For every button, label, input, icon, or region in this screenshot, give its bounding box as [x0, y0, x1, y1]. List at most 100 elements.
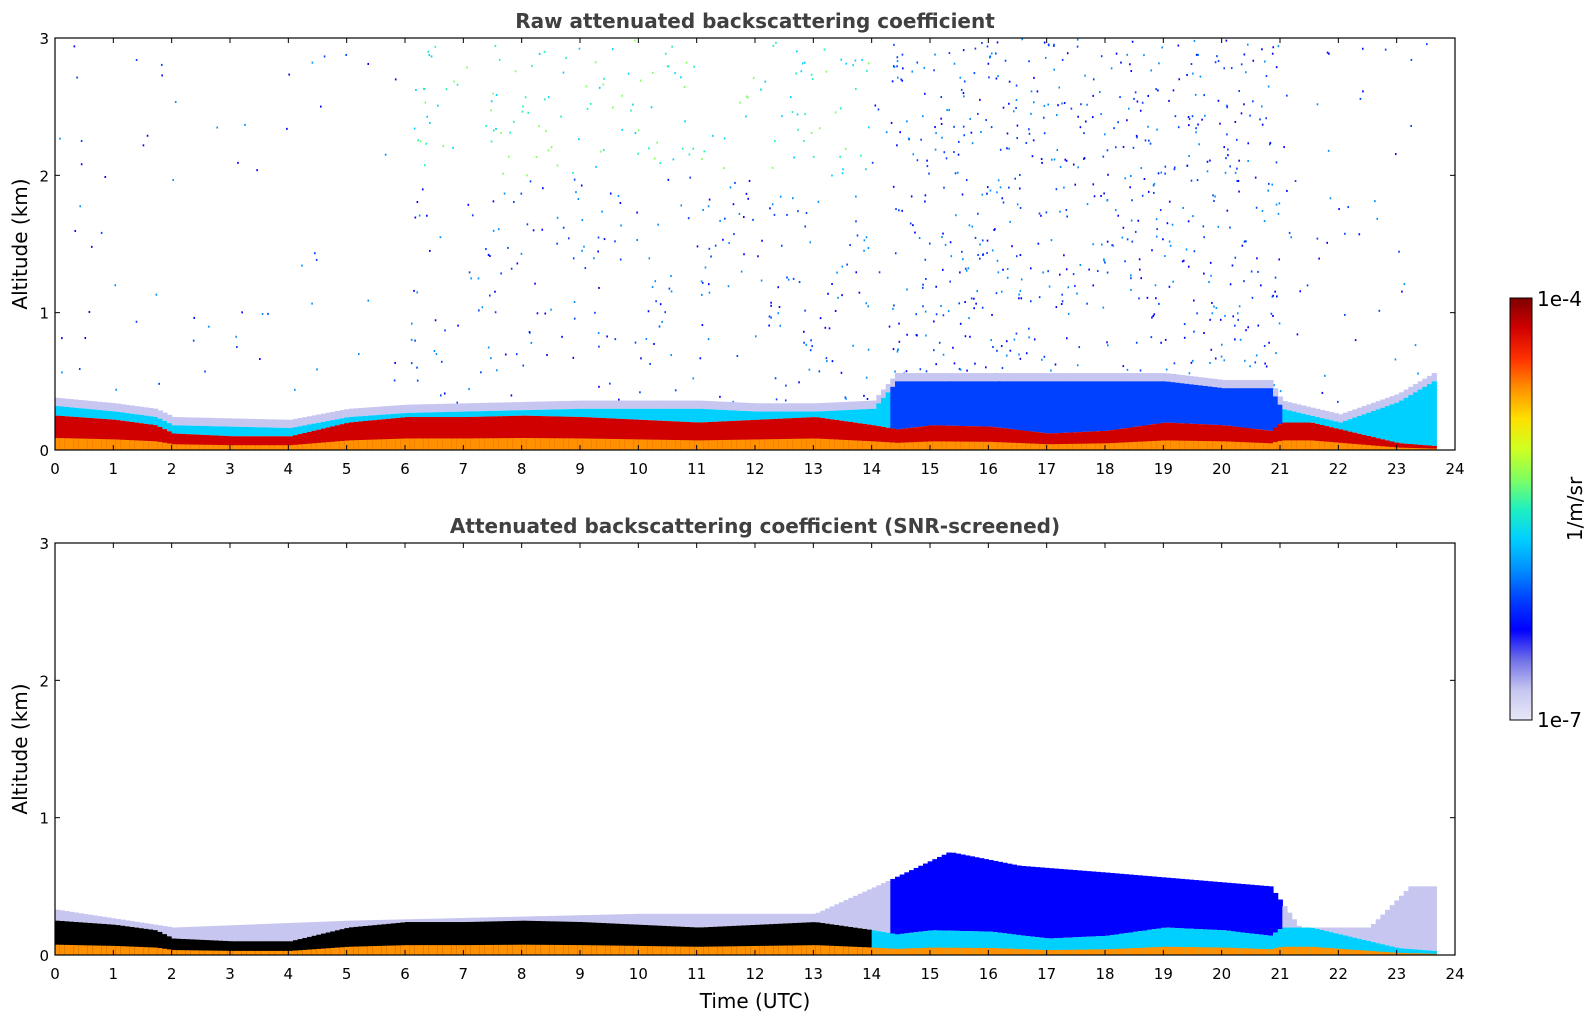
layer-base — [269, 445, 275, 450]
layer-core — [526, 920, 532, 955]
layer-fill — [806, 411, 812, 418]
noise-speck — [885, 131, 888, 134]
layer-core — [885, 427, 891, 450]
noise-speck — [1326, 51, 1329, 54]
layer-halo — [106, 402, 112, 411]
layer-core — [101, 418, 107, 450]
noise-speck — [241, 311, 243, 314]
layer-fill — [1431, 886, 1437, 951]
layer-base — [1403, 447, 1409, 450]
layer-core — [185, 434, 191, 450]
noise-speck — [905, 370, 908, 373]
noise-speck — [923, 66, 926, 69]
noise-speck — [1036, 90, 1039, 93]
layer-fill — [157, 418, 163, 427]
noise-speck — [804, 225, 807, 228]
noise-speck — [1164, 165, 1167, 168]
layer-core — [1357, 938, 1363, 955]
layer-base — [1086, 443, 1092, 450]
layer-base — [657, 946, 663, 955]
layer-halo — [806, 403, 812, 412]
layer-fill — [1422, 886, 1428, 951]
layer-core — [839, 925, 845, 955]
layer-core — [162, 429, 168, 450]
noise-speck — [963, 95, 965, 98]
layer-base — [1324, 441, 1330, 450]
layer-fill — [344, 417, 350, 424]
layer-core — [447, 922, 453, 955]
layer-fill — [1319, 418, 1325, 426]
layer-core — [829, 419, 835, 450]
layer-halo — [1044, 373, 1050, 382]
layer-halo — [59, 398, 65, 407]
layer-fill — [69, 911, 75, 922]
layer-core — [755, 924, 761, 955]
layer-core — [316, 934, 322, 955]
layer-base — [1287, 440, 1293, 450]
layer-core — [1039, 432, 1045, 450]
noise-speck — [680, 76, 682, 79]
noise-speck — [1271, 183, 1274, 186]
noise-speck — [733, 233, 735, 236]
noise-speck — [594, 61, 597, 64]
noise-speck — [1156, 228, 1158, 231]
layer-core — [652, 420, 658, 450]
noise-speck — [826, 360, 828, 363]
layer-halo — [577, 400, 583, 409]
noise-speck — [798, 281, 801, 284]
x-tick-label: 7 — [459, 965, 469, 983]
noise-speck — [74, 229, 77, 232]
layer-fill — [153, 924, 159, 931]
noise-speck — [1261, 209, 1264, 212]
noise-speck — [609, 192, 612, 195]
layer-core — [1259, 934, 1265, 955]
layer-core — [503, 416, 509, 450]
layer-halo — [946, 373, 952, 382]
layer-halo — [1366, 404, 1372, 413]
noise-speck — [877, 108, 880, 111]
noise-speck — [922, 283, 924, 286]
noise-speck — [907, 137, 910, 140]
layer-fill — [960, 854, 966, 931]
layer-fill — [1305, 414, 1311, 423]
layer-base — [493, 944, 499, 955]
noise-speck — [947, 310, 950, 313]
noise-speck — [918, 236, 921, 239]
noise-speck — [437, 104, 439, 107]
noise-speck — [489, 255, 491, 258]
layer-fill — [1217, 387, 1223, 426]
noise-speck — [577, 198, 580, 201]
layer-base — [890, 948, 896, 955]
noise-speck — [1050, 369, 1052, 372]
noise-speck — [414, 216, 417, 219]
noise-speck — [1137, 219, 1140, 222]
x-tick-label: 3 — [225, 965, 235, 983]
noise-speck — [357, 353, 360, 356]
noise-speck — [805, 343, 808, 346]
layer-fill — [1123, 381, 1129, 429]
noise-speck — [1155, 218, 1158, 221]
layer-base — [55, 944, 61, 955]
noise-speck — [417, 139, 419, 142]
layer-core — [433, 417, 439, 450]
layer-base — [1245, 948, 1251, 955]
layer-fill — [143, 415, 149, 424]
layer-fill — [1063, 381, 1069, 433]
noise-speck — [653, 157, 656, 160]
noise-speck — [1225, 39, 1228, 42]
layer-base — [251, 445, 257, 450]
layer-core — [120, 925, 126, 955]
layer-core — [1179, 928, 1185, 955]
layer-base — [1268, 949, 1274, 955]
layer-base — [1226, 441, 1232, 450]
layer-halo — [279, 419, 285, 428]
layer-fill — [1086, 871, 1092, 937]
layer-base — [59, 944, 65, 955]
noise-speck — [987, 62, 990, 65]
layer-core — [587, 922, 593, 955]
layer-core — [199, 434, 205, 450]
layer-halo — [1422, 378, 1428, 387]
layer-core — [367, 925, 373, 955]
layer-halo — [55, 397, 61, 407]
layer-fill — [685, 408, 691, 422]
